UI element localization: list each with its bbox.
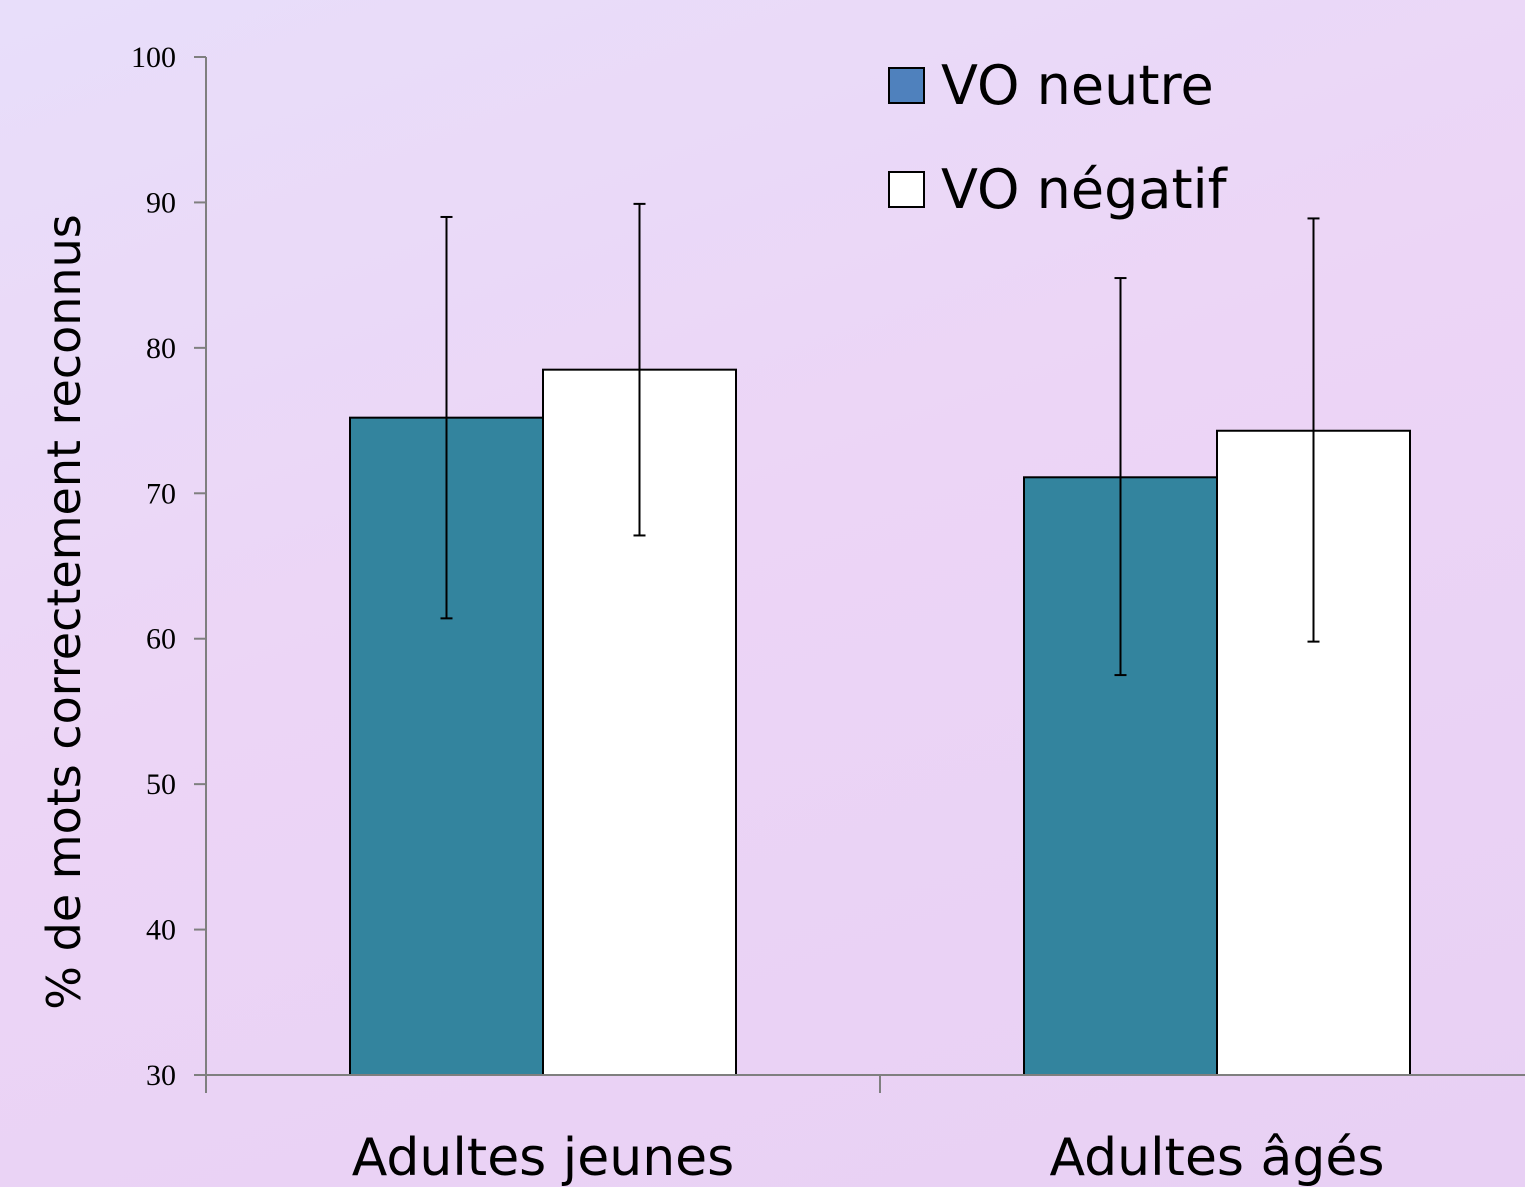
y-axis: 30 40 50 60 70 80 90 100 xyxy=(131,41,207,1093)
error-bars xyxy=(440,202,1320,677)
y-tick-label: 40 xyxy=(146,914,176,947)
y-tick-label: 80 xyxy=(146,332,176,365)
y-axis-label: % de mots correctement reconnus xyxy=(37,214,91,1009)
y-tick-label: 100 xyxy=(131,41,176,74)
legend: VO neutre VO négatif xyxy=(888,54,1229,221)
y-tick-label: 30 xyxy=(146,1059,176,1092)
y-tick-label: 60 xyxy=(146,623,176,656)
bars xyxy=(349,368,1411,1077)
legend-swatch xyxy=(888,67,925,104)
legend-label: VO négatif xyxy=(941,158,1229,221)
x-category-label: Adultes âgés xyxy=(1049,1128,1384,1187)
y-tick-label: 90 xyxy=(146,186,176,219)
y-tick-label: 50 xyxy=(146,768,176,801)
x-category-label: Adultes jeunes xyxy=(352,1128,735,1187)
x-axis: Adultes jeunes Adultes âgés xyxy=(206,1074,1525,1187)
legend-swatch xyxy=(888,171,925,208)
legend-label: VO neutre xyxy=(941,54,1214,117)
y-tick-label: 70 xyxy=(146,477,176,510)
